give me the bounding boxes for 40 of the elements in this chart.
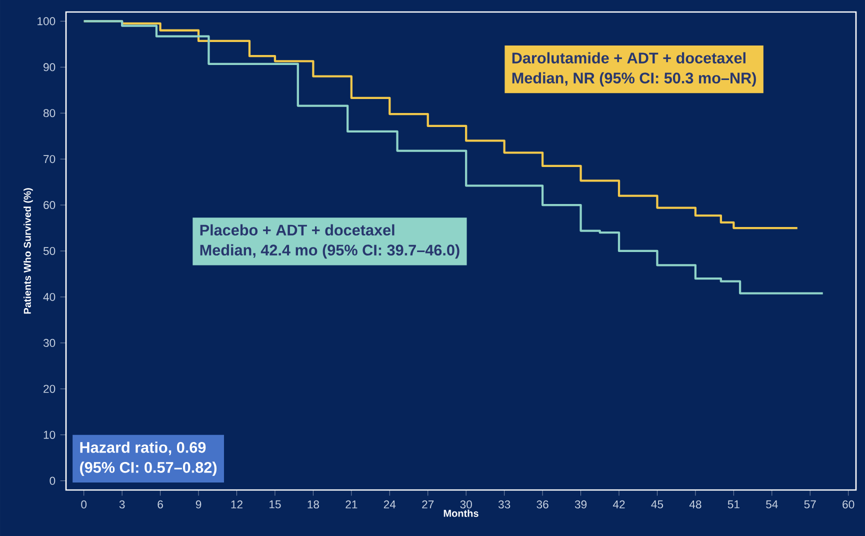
y-tick-label: 60 xyxy=(44,201,56,210)
x-tick-label: 39 xyxy=(574,500,587,508)
x-tick-label: 9 xyxy=(196,500,202,508)
y-tick-label: 0 xyxy=(50,476,56,485)
x-tick-label: 6 xyxy=(158,500,163,508)
text: Placebo + ADT + docetaxel xyxy=(200,224,394,236)
x-tick-label: 27 xyxy=(422,500,434,508)
text: Darolutamide + ADT + docetaxel xyxy=(512,52,746,64)
annotation: Median, 42.4 mo (95% CI: 39.7–46.0) xyxy=(200,244,460,259)
x-tick-label: 30 xyxy=(460,500,472,508)
y-tick-label: 30 xyxy=(43,338,56,347)
y-tick-label: 80 xyxy=(44,109,56,118)
x-tick-label: 51 xyxy=(728,500,740,508)
annotation: Hazard ratio, 0.69 xyxy=(80,442,206,456)
x-tick-label: 12 xyxy=(231,500,242,508)
y-tick-label: 100 xyxy=(38,17,56,26)
x-tick-label: 24 xyxy=(384,500,396,508)
y-tick-label: 20 xyxy=(44,384,56,393)
x-tick-label: 3 xyxy=(119,500,125,508)
x-tick-label: 57 xyxy=(804,500,816,508)
y-tick-label: 70 xyxy=(44,155,56,164)
x-tick-label: 21 xyxy=(346,500,358,508)
x-tick-label: 54 xyxy=(766,500,778,508)
x-tick-label: 48 xyxy=(689,500,702,508)
y-tick-label: 40 xyxy=(43,292,56,301)
x-tick-label: 33 xyxy=(498,500,510,508)
x-tick-label: 15 xyxy=(270,500,281,508)
annotation: (95% CI: 0.57–0.82) xyxy=(80,462,217,476)
x-tick-label: 36 xyxy=(536,500,548,508)
x-axis-title: Months xyxy=(444,510,478,517)
y-axis-title: Patients Who Survived (%) xyxy=(24,188,33,314)
x-tick-label: 45 xyxy=(651,500,664,508)
x-tick-label: 0 xyxy=(81,500,87,508)
y-tick-label: 50 xyxy=(43,246,56,255)
annotation: Median, NR (95% CI: 50.3 mo–NR) xyxy=(512,72,756,86)
x-tick-label: 60 xyxy=(842,500,854,508)
y-tick-label: 10 xyxy=(44,430,56,439)
y-tick-label: 90 xyxy=(44,63,56,72)
x-tick-label: 42 xyxy=(612,500,625,508)
x-tick-label: 18 xyxy=(308,500,320,508)
